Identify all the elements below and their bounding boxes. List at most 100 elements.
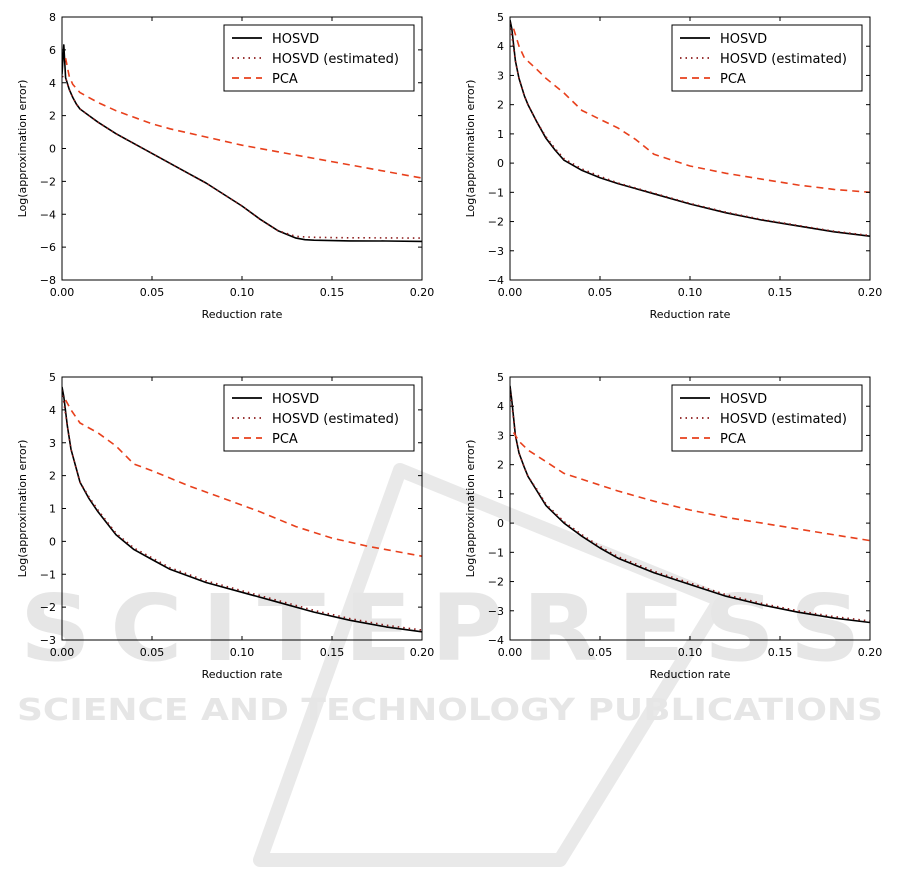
x-tick-label: 0.15 bbox=[320, 286, 345, 299]
x-tick-label: 0.00 bbox=[50, 286, 75, 299]
x-tick-label: 0.10 bbox=[230, 646, 255, 659]
y-tick-label: 2 bbox=[497, 459, 504, 472]
legend-entry-label: HOSVD bbox=[720, 32, 767, 47]
legend-entry-label: PCA bbox=[720, 72, 746, 87]
series-hosvd-estimated-line bbox=[510, 388, 870, 622]
y-axis-label: Log(approximation error) bbox=[464, 440, 477, 578]
x-tick-label: 0.20 bbox=[410, 646, 435, 659]
x-axis-label: Reduction rate bbox=[650, 668, 731, 681]
series-group bbox=[510, 385, 870, 624]
y-tick-label: 2 bbox=[497, 99, 504, 112]
y-tick-label: −4 bbox=[488, 274, 504, 287]
y-tick-label: 4 bbox=[497, 40, 504, 53]
x-axis-label: Reduction rate bbox=[202, 668, 283, 681]
y-tick-label: 4 bbox=[49, 77, 56, 90]
y-tick-label: −1 bbox=[40, 568, 56, 581]
series-pca-line bbox=[64, 57, 422, 179]
x-axis-label: Reduction rate bbox=[202, 308, 283, 321]
y-tick-label: −1 bbox=[488, 186, 504, 199]
series-hosvd-line bbox=[510, 19, 870, 237]
legend-entry-label: HOSVD bbox=[272, 392, 319, 407]
series-group bbox=[62, 44, 422, 243]
legend-entry-label: HOSVD (estimated) bbox=[720, 52, 847, 67]
chart-panel-2: 0.00 0.05 0.10 0.15 0.20 −4 −3 −2 −1 0 1 2 3 4 5 Reduct… bbox=[464, 11, 882, 321]
y-tick-label: 0 bbox=[497, 157, 504, 170]
x-tick-label: 0.20 bbox=[410, 286, 435, 299]
x-tick-label: 0.15 bbox=[768, 286, 793, 299]
x-tick-label: 0.05 bbox=[588, 286, 613, 299]
legend-box bbox=[671, 24, 863, 92]
y-tick-label: −8 bbox=[40, 274, 56, 287]
legend: HOSVD HOSVD (estimated) PCA bbox=[671, 384, 863, 452]
y-tick-label: 8 bbox=[49, 11, 56, 24]
x-tick-label: 0.05 bbox=[140, 286, 165, 299]
chart-panel-3: 0.00 0.05 0.10 0.15 0.20 −3 −2 −1 0 1 2 3 4 5 Reductio… bbox=[16, 371, 434, 681]
y-tick-label: −2 bbox=[40, 601, 56, 614]
x-tick-label: 0.00 bbox=[498, 286, 523, 299]
y-axis-label: Log(approximation error) bbox=[16, 440, 29, 578]
x-tick-label: 0.20 bbox=[858, 286, 883, 299]
legend-entry-label: HOSVD (estimated) bbox=[272, 412, 399, 427]
y-tick-label: 2 bbox=[49, 110, 56, 123]
y-axis-label: Log(approximation error) bbox=[16, 80, 29, 218]
x-tick-label: 0.05 bbox=[140, 646, 165, 659]
y-tick-label: −6 bbox=[40, 241, 56, 254]
legend-entry-label: PCA bbox=[272, 432, 298, 447]
y-tick-label: 3 bbox=[497, 429, 504, 442]
x-axis-label: Reduction rate bbox=[650, 308, 731, 321]
y-tick-label: 4 bbox=[49, 404, 56, 417]
x-tick-label: 0.05 bbox=[588, 646, 613, 659]
y-tick-label: −3 bbox=[488, 605, 504, 618]
y-tick-label: 5 bbox=[497, 11, 504, 24]
x-tick-label: 0.15 bbox=[768, 646, 793, 659]
x-tick-label: 0.10 bbox=[230, 286, 255, 299]
legend-entry-label: PCA bbox=[272, 72, 298, 87]
y-tick-label: 1 bbox=[497, 488, 504, 501]
watermark-swoosh-shape bbox=[253, 463, 727, 867]
y-tick-label: −2 bbox=[488, 576, 504, 589]
watermark-main-text: SCITEPRESS bbox=[20, 575, 880, 682]
watermark-sub-text: SCIENCE AND TECHNOLOGY PUBLICATIONS bbox=[17, 693, 883, 728]
x-tick-label: 0.10 bbox=[678, 646, 703, 659]
x-tick-label: 0.00 bbox=[50, 646, 75, 659]
legend-entry-label: HOSVD (estimated) bbox=[272, 52, 399, 67]
x-tick-label: 0.15 bbox=[320, 646, 345, 659]
series-pca-line bbox=[512, 28, 870, 194]
x-tick-label: 0.00 bbox=[498, 646, 523, 659]
plots-container: 0.00 0.05 0.10 0.15 0.20 −8 −6 −4 −2 0 2 4 6 8 Reducti… bbox=[16, 11, 882, 681]
y-tick-label: 1 bbox=[497, 128, 504, 141]
y-tick-label: 3 bbox=[49, 437, 56, 450]
legend-entry-label: HOSVD bbox=[272, 32, 319, 47]
legend-box bbox=[223, 24, 415, 92]
legend: HOSVD HOSVD (estimated) PCA bbox=[223, 384, 415, 452]
y-tick-label: 4 bbox=[497, 400, 504, 413]
y-tick-label: −2 bbox=[40, 175, 56, 188]
legend-entry-label: HOSVD (estimated) bbox=[720, 412, 847, 427]
y-tick-label: 2 bbox=[49, 470, 56, 483]
legend-box bbox=[223, 384, 415, 452]
watermark: SCITEPRESS SCIENCE AND TECHNOLOGY PUBLIC… bbox=[17, 463, 883, 867]
series-pca-line bbox=[512, 432, 870, 542]
y-axis-label: Log(approximation error) bbox=[464, 80, 477, 218]
y-tick-label: −2 bbox=[488, 216, 504, 229]
chart-panel-4: 0.00 0.05 0.10 0.15 0.20 −4 −3 −2 −1 0 1 2 3 4 5 Reduct… bbox=[464, 371, 882, 681]
y-tick-label: −3 bbox=[40, 634, 56, 647]
y-tick-label: 3 bbox=[497, 69, 504, 82]
series-hosvd-line bbox=[510, 385, 870, 624]
y-tick-label: 1 bbox=[49, 503, 56, 516]
y-tick-label: −4 bbox=[488, 634, 504, 647]
legend-box bbox=[671, 384, 863, 452]
y-tick-label: 0 bbox=[49, 143, 56, 156]
series-group bbox=[510, 19, 870, 237]
x-tick-label: 0.20 bbox=[858, 646, 883, 659]
y-tick-label: 0 bbox=[497, 517, 504, 530]
y-tick-label: −1 bbox=[488, 546, 504, 559]
chart-panel-1: 0.00 0.05 0.10 0.15 0.20 −8 −6 −4 −2 0 2 4 6 8 Reducti… bbox=[16, 11, 434, 321]
legend-entry-label: PCA bbox=[720, 432, 746, 447]
y-tick-label: 0 bbox=[49, 535, 56, 548]
legend: HOSVD HOSVD (estimated) PCA bbox=[223, 24, 415, 92]
y-tick-label: 5 bbox=[49, 371, 56, 384]
series-hosvd-estimated-line bbox=[62, 75, 422, 239]
series-group bbox=[62, 386, 422, 633]
